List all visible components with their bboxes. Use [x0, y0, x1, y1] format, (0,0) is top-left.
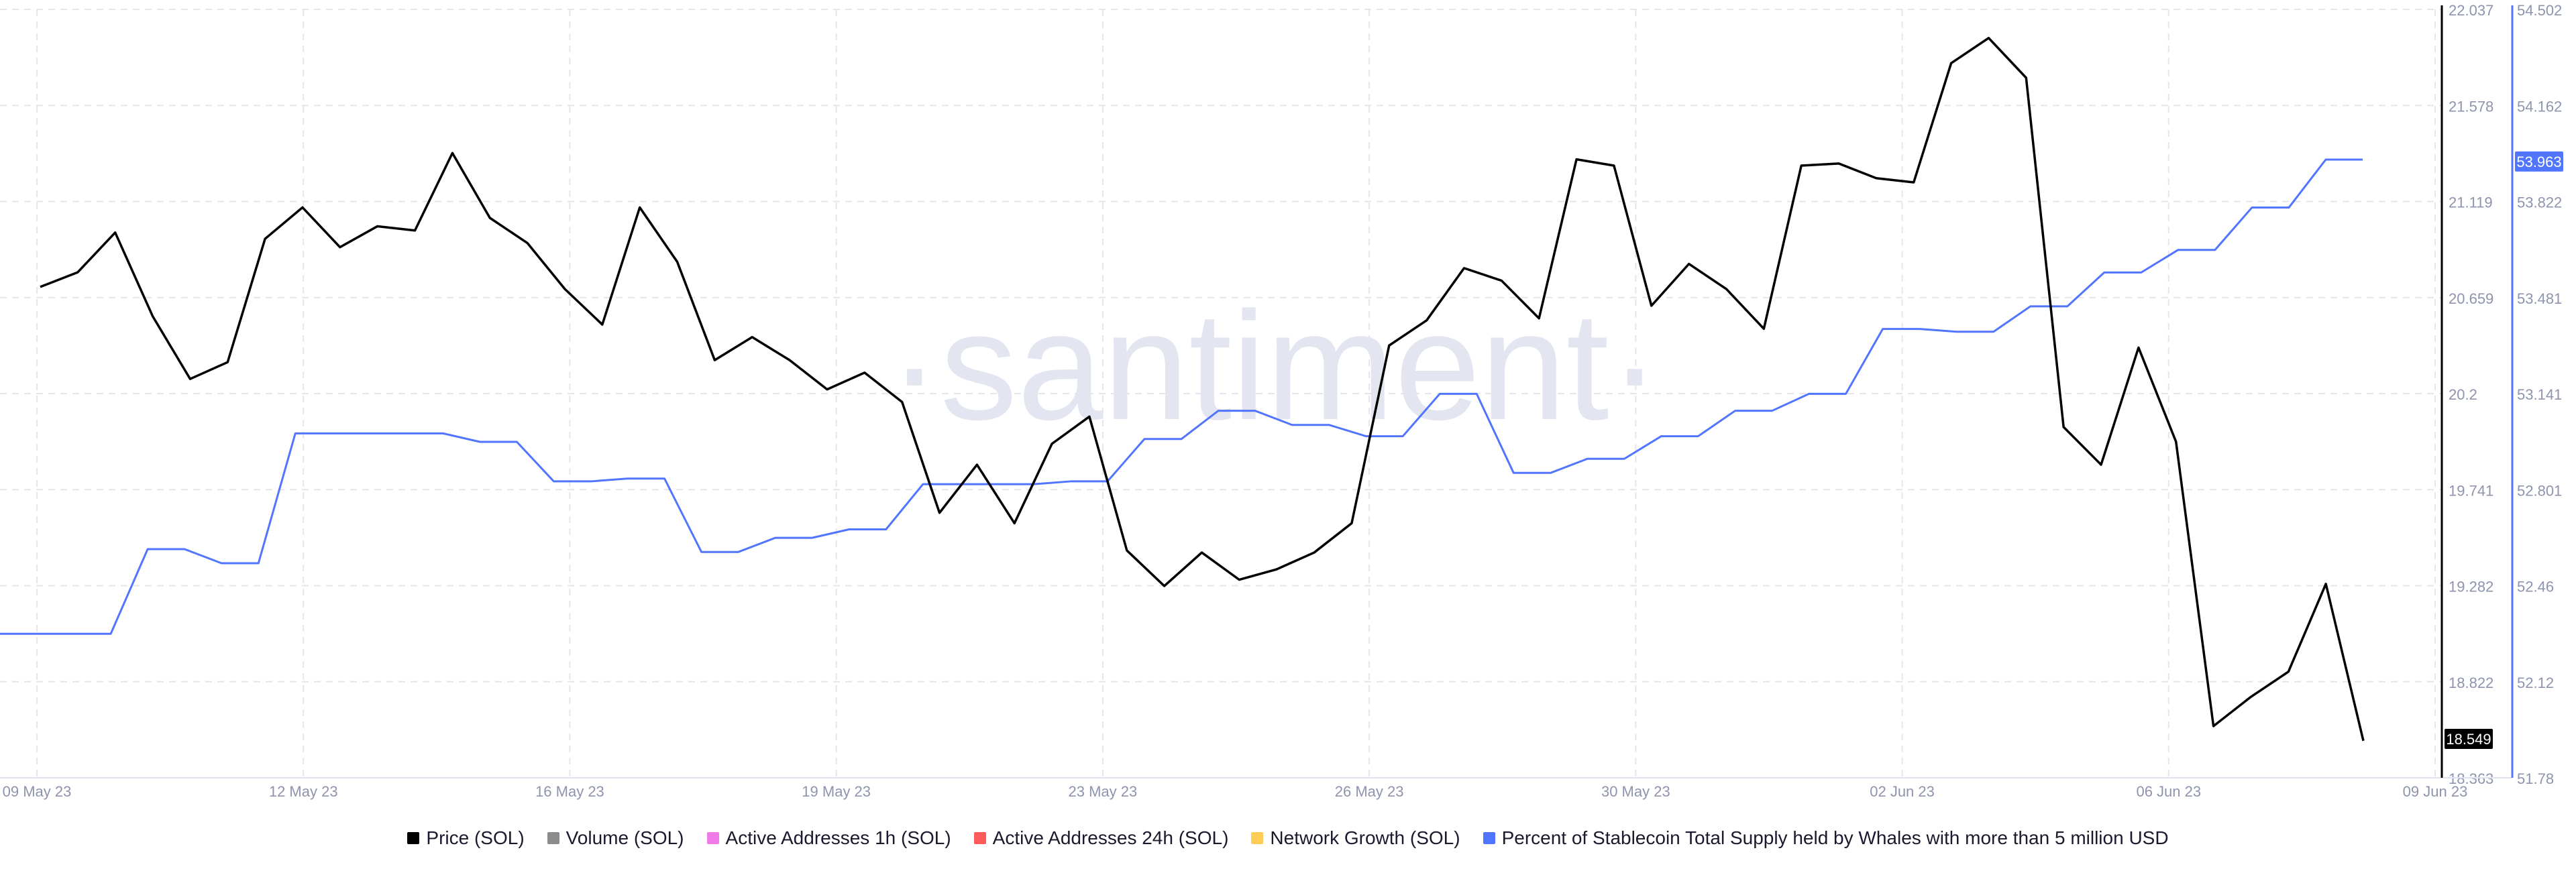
chart-legend: Price (SOL) Volume (SOL) Active Addresses …	[0, 823, 2576, 853]
left-axis-tick-label: 22.037	[2449, 2, 2493, 19]
right-axis-tick-label: 54.502	[2517, 2, 2562, 19]
x-axis-tick-label: 09 May 23	[3, 783, 72, 800]
right-axis-tick-label: 52.46	[2517, 579, 2554, 595]
legend-swatch	[706, 832, 719, 844]
x-axis-tick-label: 26 May 23	[1335, 783, 1404, 800]
right-axis-tick-label: 53.141	[2517, 386, 2562, 403]
left-axis-tick-label: 21.119	[2449, 194, 2493, 211]
left-axis-tick-label: 20.659	[2449, 290, 2493, 307]
left-axis-tick-label: 18.822	[2449, 675, 2493, 691]
right-axis-tick-label: 53.481	[2517, 290, 2562, 307]
left-axis-tick-label: 21.578	[2449, 98, 2493, 115]
x-axis-tick-label: 23 May 23	[1069, 783, 1138, 800]
watermark: ·santiment·	[889, 280, 1660, 452]
legend-item[interactable]: Active Addresses 24h (SOL)	[973, 827, 1229, 849]
legend-label: Active Addresses 1h (SOL)	[725, 827, 951, 848]
right-axis-tick-label: 52.801	[2517, 482, 2562, 499]
legend-swatch	[1251, 832, 1264, 844]
legend-item[interactable]: Percent of Stablecoin Total Supply held …	[1483, 827, 2169, 849]
legend-label: Active Addresses 24h (SOL)	[992, 827, 1229, 848]
series-line-whale-percent	[0, 158, 2363, 635]
left-axis-tick-label: 19.282	[2449, 579, 2493, 595]
legend-item[interactable]: Network Growth (SOL)	[1251, 827, 1460, 849]
legend-swatch	[973, 832, 986, 844]
price-current-badge: 18.549	[2446, 731, 2491, 748]
whale-current-badge: 53.963	[2516, 154, 2561, 170]
legend-label: Price (SOL)	[426, 827, 525, 848]
legend-item[interactable]: Volume (SOL)	[547, 827, 684, 849]
legend-label: Volume (SOL)	[566, 827, 684, 848]
legend-item[interactable]: Price (SOL)	[407, 827, 525, 849]
series-line-price	[40, 36, 2365, 742]
x-axis-tick-label: 02 Jun 23	[1870, 783, 1935, 800]
whale-current-badge-bg	[2515, 151, 2563, 172]
x-axis-tick-label: 06 Jun 23	[2136, 783, 2201, 800]
x-axis-tick-label: 19 May 23	[802, 783, 871, 800]
right-axis-tick-label: 51.78	[2517, 770, 2554, 787]
legend-item[interactable]: Active Addresses 1h (SOL)	[706, 827, 951, 849]
legend-label: Network Growth (SOL)	[1270, 827, 1460, 848]
x-axis-tick-label: 16 May 23	[535, 783, 604, 800]
right-axis-tick-label: 52.12	[2517, 675, 2554, 691]
x-axis-tick-label: 12 May 23	[269, 783, 338, 800]
legend-swatch	[407, 832, 420, 844]
left-axis-tick-label: 19.741	[2449, 482, 2493, 499]
left-axis-tick-label: 18.363	[2449, 770, 2493, 787]
legend-label: Percent of Stablecoin Total Supply held …	[1501, 827, 2169, 848]
legend-swatch	[1483, 832, 1495, 844]
right-axis-tick-label: 53.822	[2517, 194, 2562, 211]
x-axis-tick-label: 30 May 23	[1601, 783, 1670, 800]
price-current-badge-bg	[2445, 728, 2493, 749]
legend-swatch	[547, 832, 559, 844]
right-axis-tick-label: 54.162	[2517, 98, 2562, 115]
left-axis-tick-label: 20.2	[2449, 386, 2477, 403]
x-axis-tick-label: 09 Jun 23	[2403, 783, 2468, 800]
